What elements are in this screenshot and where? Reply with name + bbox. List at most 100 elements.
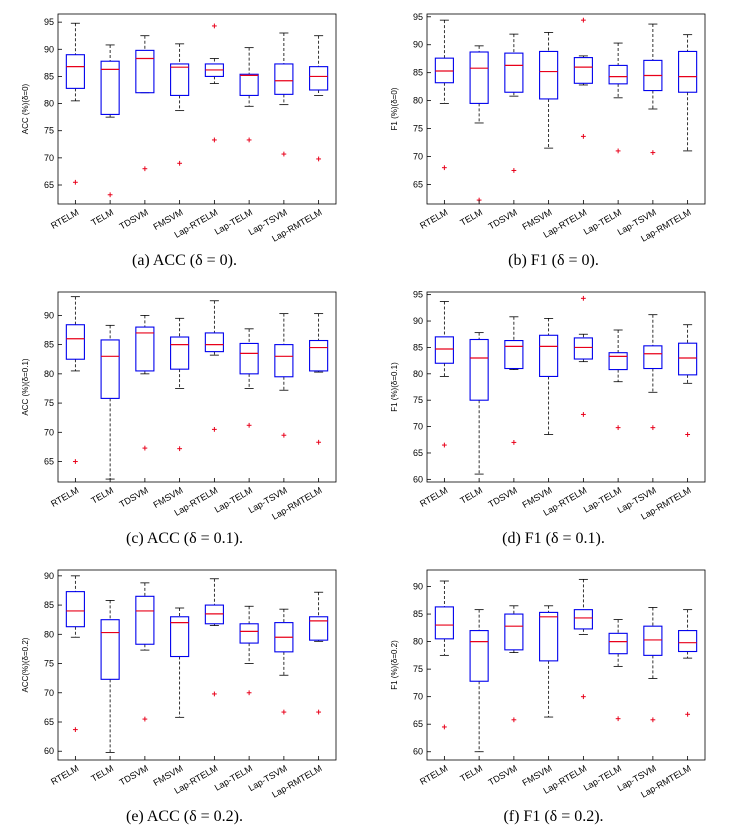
iqr-box (239, 623, 259, 644)
iqr-box (135, 49, 155, 94)
outlier-marker (211, 23, 217, 29)
box-rtelm (65, 296, 85, 464)
x-tick-label: RTELM (49, 485, 80, 509)
iqr-box (170, 336, 190, 370)
box-tdsvm (135, 35, 155, 172)
box-lap-rtelm (573, 295, 593, 417)
box-lap-rmtelm (678, 34, 698, 152)
box-lap-rtelm (204, 578, 224, 697)
y-tick-label: 75 (44, 398, 54, 408)
box-telm (469, 45, 489, 203)
y-tick-label: 80 (44, 369, 54, 379)
outlier-marker (281, 432, 287, 438)
y-tick-label: 75 (413, 664, 423, 674)
box-tdsvm (504, 316, 524, 445)
outlier-marker (246, 137, 252, 143)
box-plot-e: 60 65 70 75 80 85 90 ACC(%)(δ=0.2) RTELM TELM TDSV… (21, 569, 337, 800)
box-tdsvm (135, 314, 155, 451)
box-rtelm (65, 22, 85, 185)
box-lap-telm (239, 47, 259, 143)
box-lap-rtelm (573, 578, 593, 700)
outlier-marker (615, 425, 621, 431)
outlier-marker (441, 724, 447, 730)
iqr-box (65, 54, 85, 89)
y-tick-label: 95 (413, 12, 423, 22)
y-tick-label: 75 (44, 126, 54, 136)
y-tick-label: 70 (44, 688, 54, 698)
y-tick-label: 85 (44, 71, 54, 81)
y-tick-label: 65 (413, 719, 423, 729)
outlier-marker (246, 690, 252, 696)
x-tick-label: TDSVM (118, 763, 150, 787)
x-tick-label: RTELM (49, 763, 80, 787)
box-plot-a: 65 70 75 80 85 90 95 ACC (%)(δ=0) RTELM TELM TDSVM… (21, 13, 337, 244)
y-axis-label: ACC (%)(δ=0.1) (21, 358, 30, 415)
plot-frame (426, 569, 706, 761)
iqr-box (573, 609, 593, 630)
y-tick-label: 70 (44, 153, 54, 163)
box-plot-c: 65 70 75 80 85 90 ACC (%)(δ=0.1) RTELM TELM TDSVM… (21, 291, 337, 522)
x-tick-label: RTELM (418, 207, 449, 231)
outlier-marker (316, 439, 322, 445)
box-fmsvm (170, 317, 190, 452)
iqr-box (643, 345, 663, 370)
outlier-marker (441, 165, 447, 171)
iqr-box (135, 595, 155, 645)
y-axis-label: ACC(%)(δ=0.2) (21, 637, 30, 692)
iqr-box (309, 339, 329, 372)
y-tick-label: 95 (413, 290, 423, 300)
box-fmsvm (539, 317, 559, 435)
box-fmsvm (539, 605, 559, 718)
chart-panel-d: 60 65 70 75 80 85 90 95 F1 (%)(δ=0.1) RTELM TELM TD… (369, 278, 738, 556)
outlier-marker (211, 426, 217, 432)
box-lap-telm (239, 605, 259, 696)
iqr-box (469, 338, 489, 401)
outlier-marker (580, 295, 586, 301)
box-telm (100, 324, 120, 480)
iqr-box (469, 51, 489, 104)
outlier-marker (281, 709, 287, 715)
box-lap-rmtelm (309, 313, 329, 445)
y-tick-label: 80 (44, 629, 54, 639)
box-rtelm (434, 19, 454, 171)
iqr-box (309, 66, 329, 91)
panel-caption: (f) F1 (δ = 0.2). (503, 808, 604, 825)
box-lap-rtelm (204, 23, 224, 143)
iqr-box (204, 332, 224, 353)
y-tick-label: 75 (44, 659, 54, 669)
box-lap-rmtelm (678, 609, 698, 717)
outlier-marker (441, 442, 447, 448)
chart-panel-f: 60 65 70 75 80 85 90 F1 (%)(δ=0.2) RTELM TELM TDSV… (369, 556, 738, 834)
x-tick-label: TDSVM (118, 207, 150, 231)
y-tick-label: 90 (413, 316, 423, 326)
y-tick-label: 70 (413, 152, 423, 162)
y-tick-label: 80 (413, 637, 423, 647)
chart-panel-e: 60 65 70 75 80 85 90 ACC(%)(δ=0.2) RTELM TELM TDSV… (0, 556, 369, 834)
box-lap-tsvm (274, 32, 294, 157)
box-lap-tsvm (274, 313, 294, 438)
outlier-marker (316, 156, 322, 162)
y-tick-label: 75 (413, 124, 423, 134)
panel-caption: (d) F1 (δ = 0.1). (502, 530, 605, 547)
outlier-marker (650, 425, 656, 431)
iqr-box (608, 632, 628, 655)
x-tick-label: RTELM (49, 207, 80, 231)
y-tick-label: 95 (44, 17, 54, 27)
box-lap-tsvm (643, 607, 663, 723)
box-telm (100, 44, 120, 198)
y-tick-label: 80 (413, 369, 423, 379)
y-tick-label: 60 (413, 474, 423, 484)
outlier-marker (107, 192, 113, 198)
y-tick-label: 60 (413, 747, 423, 757)
box-lap-tsvm (274, 608, 294, 715)
y-tick-label: 75 (413, 395, 423, 405)
y-axis-label: F1 (%)(δ=0.2) (390, 640, 399, 690)
x-tick-label: TDSVM (487, 485, 519, 509)
box-fmsvm (170, 607, 190, 718)
y-tick-label: 70 (44, 427, 54, 437)
iqr-box (239, 342, 259, 375)
plot-frame (57, 569, 337, 761)
y-tick-label: 85 (413, 68, 423, 78)
box-lap-rmtelm (678, 324, 698, 437)
